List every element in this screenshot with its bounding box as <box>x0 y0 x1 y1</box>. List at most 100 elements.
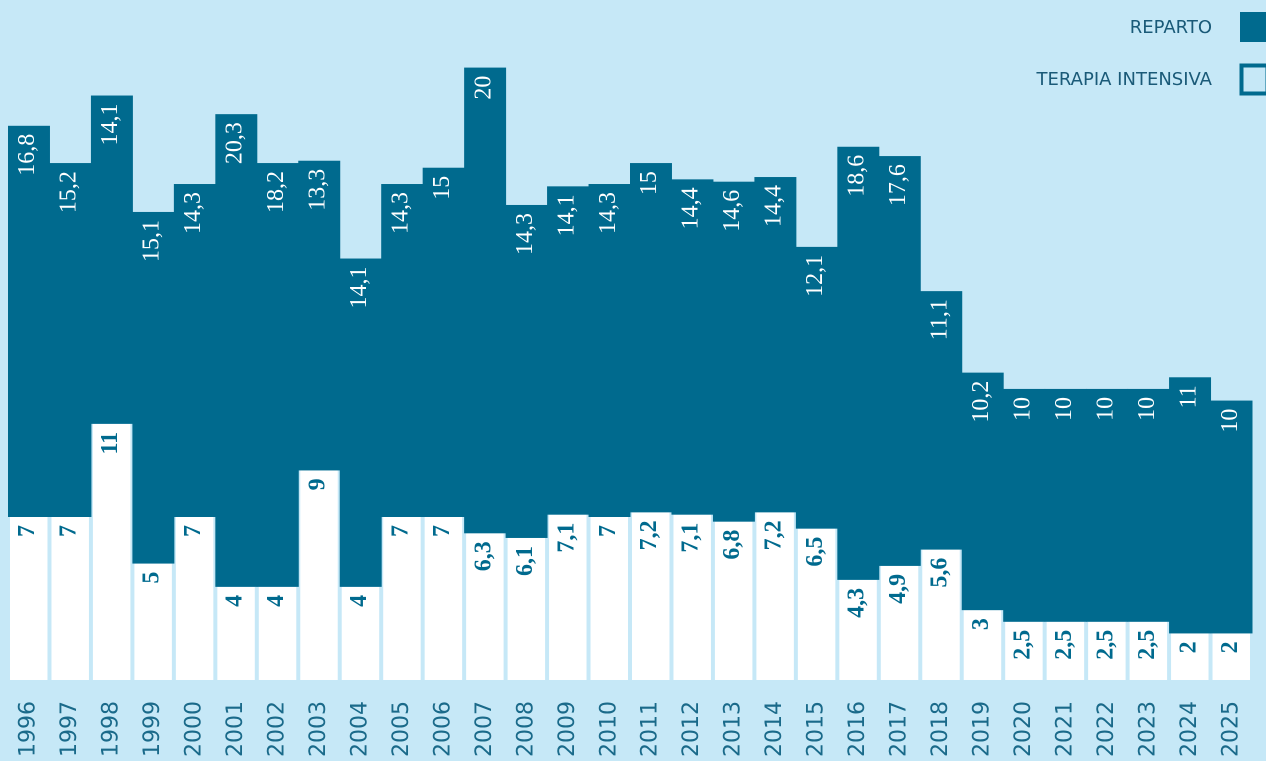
bar-terapia <box>1212 633 1250 680</box>
bar-reparto <box>588 184 631 517</box>
bar-terapia <box>1088 621 1126 680</box>
data-label: 3 <box>968 618 994 630</box>
bar-reparto <box>837 146 880 580</box>
data-label: 7 <box>180 525 206 537</box>
data-label: 2 <box>1217 641 1243 653</box>
data-label: 18,6 <box>844 155 870 197</box>
bar-reparto <box>547 186 590 515</box>
data-label: 18,2 <box>263 171 289 213</box>
bar-terapia <box>1046 621 1085 680</box>
data-label: 15 <box>429 176 455 200</box>
data-label: 7,1 <box>553 523 579 553</box>
x-tick-label: 2004 <box>347 701 372 757</box>
x-tick-label: 2016 <box>845 701 870 757</box>
bar-terapia <box>92 423 131 680</box>
x-tick-label: 2008 <box>513 701 538 757</box>
data-label: 2,5 <box>1009 630 1035 660</box>
bar-reparto <box>1127 388 1170 622</box>
x-tick-label: 2019 <box>969 701 994 757</box>
bar-reparto <box>8 125 50 518</box>
x-tick-label: 2014 <box>762 701 787 757</box>
bar-terapia <box>549 514 587 680</box>
x-tick-label: 2002 <box>265 701 290 757</box>
data-label: 14,1 <box>553 194 579 236</box>
bar-terapia <box>341 586 380 680</box>
x-tick-label: 2022 <box>1094 701 1119 757</box>
data-label: 7 <box>14 525 40 537</box>
data-label: 6,1 <box>512 546 538 576</box>
data-label: 10 <box>1009 397 1035 421</box>
bar-terapia <box>590 517 628 680</box>
x-tick-label: 2003 <box>306 701 331 757</box>
x-tick-label: 2024 <box>1177 701 1202 757</box>
data-label: 2,5 <box>1134 630 1160 660</box>
data-label: 15,1 <box>139 220 165 262</box>
data-label: 15,2 <box>56 171 82 213</box>
bar-reparto <box>754 177 797 513</box>
x-tick-label: 2000 <box>182 701 207 757</box>
bar-reparto <box>339 258 382 587</box>
x-tick-label: 2018 <box>928 701 953 757</box>
data-label: 7,1 <box>678 523 704 553</box>
data-label: 14,1 <box>97 104 123 146</box>
legend-swatch-reparto <box>1240 12 1266 42</box>
data-label: 4,9 <box>885 574 911 604</box>
x-tick-label: 2020 <box>1011 701 1036 757</box>
bar-reparto <box>215 114 258 587</box>
bar-reparto <box>464 67 507 534</box>
bar-reparto <box>961 372 1004 611</box>
bar-reparto <box>1169 377 1212 634</box>
bar-reparto <box>505 204 548 538</box>
data-label: 17,6 <box>885 164 911 206</box>
data-label: 7 <box>429 525 455 537</box>
x-tick-label: 2001 <box>223 701 248 757</box>
x-tick-label: 2017 <box>887 701 912 757</box>
data-label: 7 <box>595 525 621 537</box>
bar-terapia <box>383 517 421 680</box>
data-label: 9 <box>305 478 331 490</box>
bar-reparto <box>132 211 175 564</box>
bar-reparto <box>878 156 921 566</box>
bar-terapia <box>714 521 753 680</box>
bar-reparto <box>1086 388 1129 622</box>
bar-terapia <box>1005 621 1043 680</box>
x-tick-label: 2013 <box>721 701 746 757</box>
data-label: 10 <box>1051 397 1077 421</box>
data-label: 10 <box>1217 409 1243 433</box>
bar-terapia <box>258 586 297 680</box>
x-tick-label: 2011 <box>638 701 663 757</box>
bar-terapia <box>466 533 504 680</box>
x-tick-label: 1997 <box>57 701 82 757</box>
bar-reparto <box>712 181 755 522</box>
bar-reparto <box>298 160 341 471</box>
bar-reparto <box>256 163 299 587</box>
data-label: 7 <box>56 525 82 537</box>
data-label: 4,3 <box>844 588 870 618</box>
data-label: 14,4 <box>678 187 704 229</box>
x-tick-label: 2021 <box>1052 701 1077 757</box>
data-label: 14,3 <box>595 192 621 234</box>
data-label: 2,5 <box>1051 630 1077 660</box>
bar-terapia <box>175 517 214 680</box>
bar-terapia <box>922 549 960 680</box>
data-label: 10 <box>1134 397 1160 421</box>
data-label: 20 <box>470 76 496 100</box>
x-tick-label: 1996 <box>16 701 41 757</box>
data-label: 15 <box>636 171 662 195</box>
legend-swatch-terapia <box>1239 63 1266 96</box>
data-label: 7,2 <box>636 520 662 550</box>
x-tick-label: 1999 <box>140 701 165 757</box>
bar-terapia <box>424 517 463 680</box>
x-tick-label: 2005 <box>389 701 414 757</box>
data-label: 14,3 <box>387 192 413 234</box>
x-tick-label: 2006 <box>430 701 455 757</box>
data-label: 11 <box>1175 385 1201 408</box>
data-label: 14,6 <box>719 190 745 232</box>
x-tick-label: 2025 <box>1218 701 1243 757</box>
data-label: 6,8 <box>719 530 745 560</box>
bar-reparto <box>795 246 838 529</box>
bar-reparto <box>422 167 465 517</box>
data-label: 5,6 <box>927 558 953 588</box>
bar-reparto <box>49 163 92 518</box>
